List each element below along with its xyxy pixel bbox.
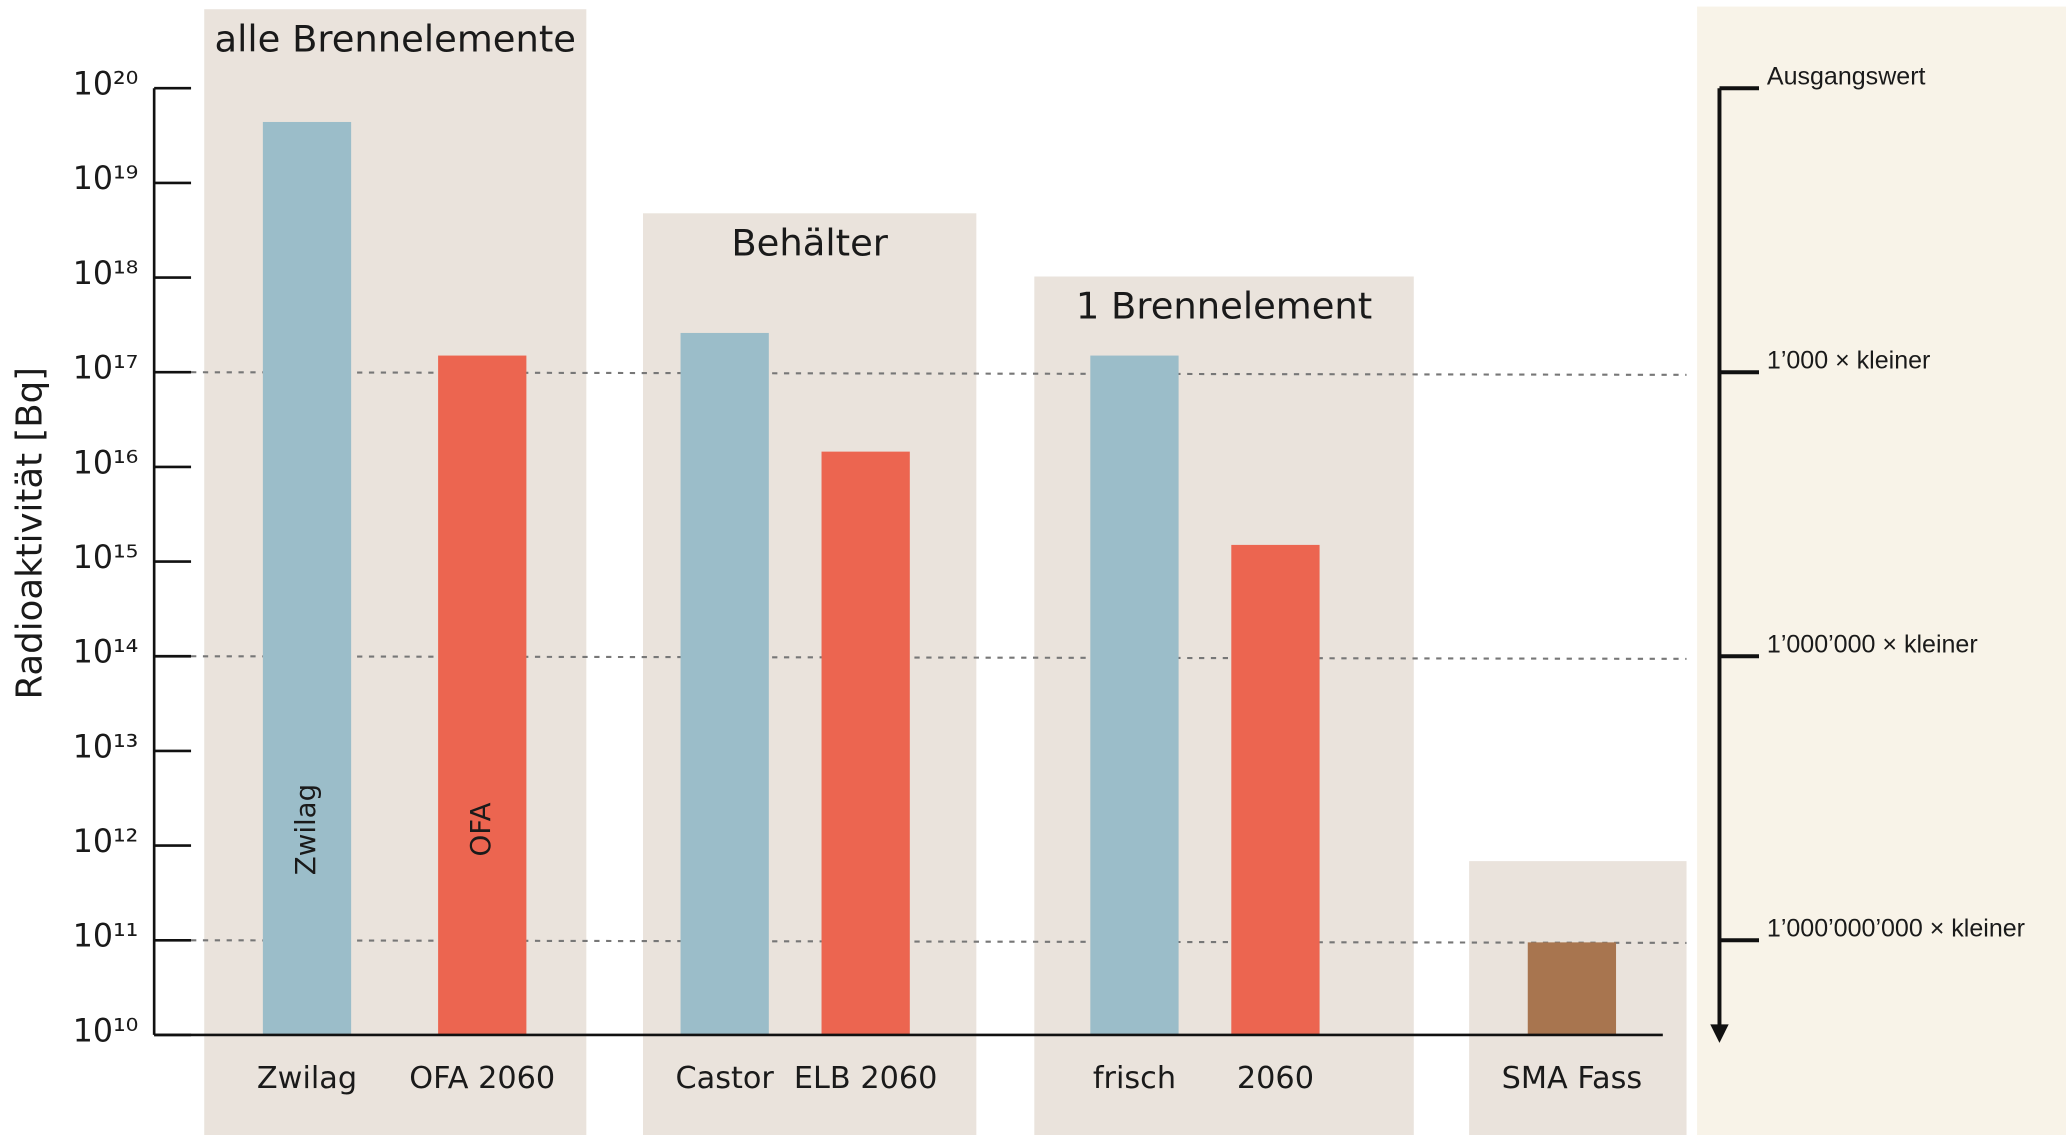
- y-tick-label: 10¹⁴: [73, 635, 139, 671]
- y-tick-label: 10¹³: [73, 729, 139, 765]
- scale-label: 1’000’000’000 × kleiner: [1767, 914, 2025, 942]
- scale-label: 1’000 × kleiner: [1767, 346, 1930, 374]
- group-title: 1 Brennelement: [1076, 285, 1372, 328]
- x-tick-label: SMA Fass: [1502, 1061, 1642, 1096]
- bar: [821, 451, 910, 1035]
- bar: [262, 121, 352, 1035]
- scale-label: Ausgangswert: [1767, 62, 1926, 90]
- x-tick-label: Castor: [676, 1061, 775, 1096]
- y-tick-label: 10¹⁸: [73, 256, 139, 292]
- group-title: Behälter: [731, 221, 888, 264]
- scale-label: 1’000’000 × kleiner: [1767, 630, 1978, 658]
- y-tick-label: 10¹⁷: [73, 351, 139, 387]
- x-tick-label: ELB 2060: [794, 1061, 938, 1096]
- y-tick-label: 10¹²: [73, 824, 139, 860]
- scale-panel: [1697, 6, 2066, 1135]
- bar: [1090, 355, 1179, 1035]
- y-tick-label: 10¹⁰: [73, 1013, 139, 1049]
- y-tick-label: 10¹⁶: [73, 445, 139, 481]
- bar-label: OFA: [464, 802, 497, 856]
- bar: [438, 355, 527, 1035]
- x-tick-label: OFA 2060: [409, 1061, 555, 1096]
- x-tick-label: frisch: [1093, 1061, 1176, 1096]
- x-tick-label: 2060: [1237, 1061, 1314, 1096]
- bar: [680, 332, 769, 1035]
- group-panel: [204, 9, 587, 1135]
- scale-arrow: [1710, 1024, 1729, 1043]
- bar-label: Zwilag: [289, 784, 322, 875]
- bar: [1527, 942, 1617, 1035]
- y-tick-label: 10¹¹: [73, 919, 139, 955]
- bar: [1231, 544, 1320, 1035]
- x-tick-label: Zwilag: [257, 1061, 357, 1096]
- y-tick-label: 10²⁰: [73, 67, 139, 103]
- group-title: alle Brennelemente: [215, 17, 576, 60]
- y-axis-label: Radioaktivität [Bq]: [10, 367, 51, 700]
- y-tick-label: 10¹⁹: [73, 161, 139, 197]
- y-tick-label: 10¹⁵: [73, 540, 139, 576]
